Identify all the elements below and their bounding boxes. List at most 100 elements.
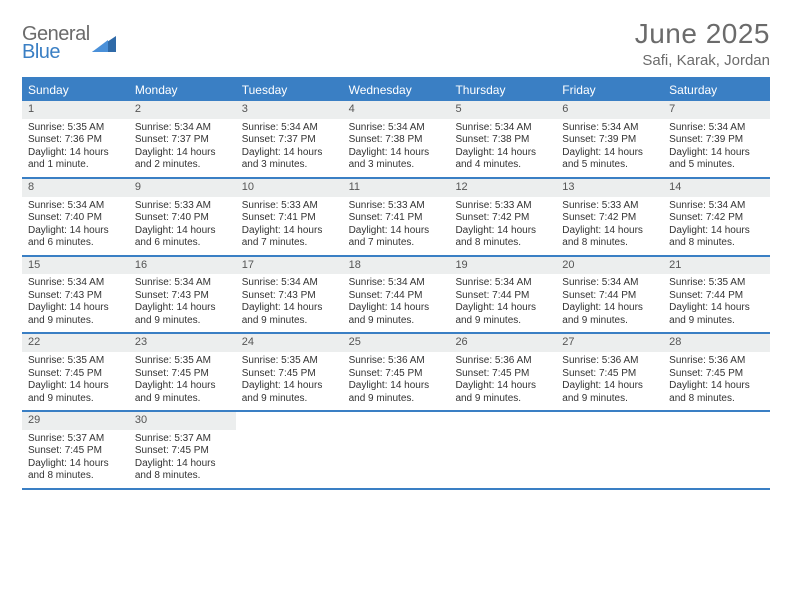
day-body: Sunrise: 5:34 AMSunset: 7:42 PMDaylight:… <box>663 197 770 255</box>
sunrise-text: Sunrise: 5:34 AM <box>135 122 230 135</box>
sunset-text: Sunset: 7:44 PM <box>669 290 764 303</box>
sunset-text: Sunset: 7:45 PM <box>669 368 764 381</box>
weeks-container: 1Sunrise: 5:35 AMSunset: 7:36 PMDaylight… <box>22 101 770 490</box>
day-header-fri: Friday <box>556 79 663 101</box>
daylight-text-2: and 9 minutes. <box>28 315 123 328</box>
day-body: Sunrise: 5:34 AMSunset: 7:38 PMDaylight:… <box>343 119 450 177</box>
day-body: Sunrise: 5:34 AMSunset: 7:39 PMDaylight:… <box>663 119 770 177</box>
day-number: 14 <box>663 179 770 197</box>
day-body: Sunrise: 5:35 AMSunset: 7:45 PMDaylight:… <box>236 352 343 410</box>
day-cell <box>449 412 556 488</box>
day-header-thu: Thursday <box>449 79 556 101</box>
day-body: Sunrise: 5:33 AMSunset: 7:41 PMDaylight:… <box>343 197 450 255</box>
sunrise-text: Sunrise: 5:34 AM <box>562 277 657 290</box>
day-cell: 20Sunrise: 5:34 AMSunset: 7:44 PMDayligh… <box>556 257 663 333</box>
day-cell: 16Sunrise: 5:34 AMSunset: 7:43 PMDayligh… <box>129 257 236 333</box>
daylight-text-2: and 3 minutes. <box>242 159 337 172</box>
sunset-text: Sunset: 7:45 PM <box>135 368 230 381</box>
day-cell: 19Sunrise: 5:34 AMSunset: 7:44 PMDayligh… <box>449 257 556 333</box>
day-number: 24 <box>236 334 343 352</box>
sunrise-text: Sunrise: 5:37 AM <box>135 433 230 446</box>
day-body: Sunrise: 5:34 AMSunset: 7:37 PMDaylight:… <box>129 119 236 177</box>
sunrise-text: Sunrise: 5:34 AM <box>349 122 444 135</box>
day-number: 20 <box>556 257 663 275</box>
day-cell: 8Sunrise: 5:34 AMSunset: 7:40 PMDaylight… <box>22 179 129 255</box>
sunrise-text: Sunrise: 5:36 AM <box>562 355 657 368</box>
daylight-text-2: and 6 minutes. <box>28 237 123 250</box>
daylight-text-1: Daylight: 14 hours <box>349 302 444 315</box>
day-number: 23 <box>129 334 236 352</box>
sunset-text: Sunset: 7:44 PM <box>455 290 550 303</box>
sunset-text: Sunset: 7:38 PM <box>349 134 444 147</box>
day-cell <box>556 412 663 488</box>
daylight-text-1: Daylight: 14 hours <box>455 225 550 238</box>
day-number: 27 <box>556 334 663 352</box>
sunset-text: Sunset: 7:39 PM <box>669 134 764 147</box>
daylight-text-1: Daylight: 14 hours <box>28 302 123 315</box>
sunrise-text: Sunrise: 5:33 AM <box>455 200 550 213</box>
daylight-text-1: Daylight: 14 hours <box>135 458 230 471</box>
calendar-grid: Sunday Monday Tuesday Wednesday Thursday… <box>22 77 770 490</box>
daylight-text-2: and 9 minutes. <box>349 315 444 328</box>
day-body: Sunrise: 5:37 AMSunset: 7:45 PMDaylight:… <box>22 430 129 488</box>
daylight-text-1: Daylight: 14 hours <box>455 302 550 315</box>
day-cell: 30Sunrise: 5:37 AMSunset: 7:45 PMDayligh… <box>129 412 236 488</box>
day-body: Sunrise: 5:34 AMSunset: 7:44 PMDaylight:… <box>449 274 556 332</box>
day-body: Sunrise: 5:34 AMSunset: 7:43 PMDaylight:… <box>129 274 236 332</box>
month-title: June 2025 <box>635 18 770 50</box>
day-body: Sunrise: 5:35 AMSunset: 7:44 PMDaylight:… <box>663 274 770 332</box>
day-header-mon: Monday <box>129 79 236 101</box>
daylight-text-1: Daylight: 14 hours <box>455 380 550 393</box>
day-body: Sunrise: 5:34 AMSunset: 7:44 PMDaylight:… <box>343 274 450 332</box>
daylight-text-1: Daylight: 14 hours <box>135 302 230 315</box>
day-body: Sunrise: 5:33 AMSunset: 7:40 PMDaylight:… <box>129 197 236 255</box>
sunrise-text: Sunrise: 5:34 AM <box>455 277 550 290</box>
sunrise-text: Sunrise: 5:33 AM <box>562 200 657 213</box>
sunset-text: Sunset: 7:39 PM <box>562 134 657 147</box>
sunset-text: Sunset: 7:41 PM <box>349 212 444 225</box>
sunset-text: Sunset: 7:44 PM <box>349 290 444 303</box>
sunset-text: Sunset: 7:43 PM <box>28 290 123 303</box>
day-body: Sunrise: 5:34 AMSunset: 7:37 PMDaylight:… <box>236 119 343 177</box>
daylight-text-1: Daylight: 14 hours <box>562 225 657 238</box>
day-body: Sunrise: 5:36 AMSunset: 7:45 PMDaylight:… <box>663 352 770 410</box>
week-row: 29Sunrise: 5:37 AMSunset: 7:45 PMDayligh… <box>22 412 770 490</box>
day-cell: 7Sunrise: 5:34 AMSunset: 7:39 PMDaylight… <box>663 101 770 177</box>
sunrise-text: Sunrise: 5:34 AM <box>242 122 337 135</box>
day-number: 5 <box>449 101 556 119</box>
week-row: 8Sunrise: 5:34 AMSunset: 7:40 PMDaylight… <box>22 179 770 257</box>
daylight-text-2: and 9 minutes. <box>669 315 764 328</box>
day-number: 1 <box>22 101 129 119</box>
sunrise-text: Sunrise: 5:35 AM <box>242 355 337 368</box>
daylight-text-1: Daylight: 14 hours <box>562 302 657 315</box>
sunrise-text: Sunrise: 5:33 AM <box>135 200 230 213</box>
day-body: Sunrise: 5:33 AMSunset: 7:42 PMDaylight:… <box>556 197 663 255</box>
day-cell: 28Sunrise: 5:36 AMSunset: 7:45 PMDayligh… <box>663 334 770 410</box>
day-number: 9 <box>129 179 236 197</box>
daylight-text-2: and 9 minutes. <box>562 315 657 328</box>
day-cell: 25Sunrise: 5:36 AMSunset: 7:45 PMDayligh… <box>343 334 450 410</box>
sunrise-text: Sunrise: 5:34 AM <box>28 200 123 213</box>
daylight-text-2: and 5 minutes. <box>562 159 657 172</box>
sunrise-text: Sunrise: 5:33 AM <box>242 200 337 213</box>
day-cell: 12Sunrise: 5:33 AMSunset: 7:42 PMDayligh… <box>449 179 556 255</box>
day-number: 4 <box>343 101 450 119</box>
day-cell <box>663 412 770 488</box>
daylight-text-1: Daylight: 14 hours <box>242 380 337 393</box>
day-number: 2 <box>129 101 236 119</box>
sunset-text: Sunset: 7:45 PM <box>349 368 444 381</box>
day-cell: 18Sunrise: 5:34 AMSunset: 7:44 PMDayligh… <box>343 257 450 333</box>
day-cell: 11Sunrise: 5:33 AMSunset: 7:41 PMDayligh… <box>343 179 450 255</box>
sunset-text: Sunset: 7:43 PM <box>135 290 230 303</box>
day-body: Sunrise: 5:33 AMSunset: 7:42 PMDaylight:… <box>449 197 556 255</box>
daylight-text-2: and 9 minutes. <box>135 315 230 328</box>
day-number: 18 <box>343 257 450 275</box>
daylight-text-1: Daylight: 14 hours <box>28 225 123 238</box>
day-body: Sunrise: 5:36 AMSunset: 7:45 PMDaylight:… <box>343 352 450 410</box>
day-cell: 5Sunrise: 5:34 AMSunset: 7:38 PMDaylight… <box>449 101 556 177</box>
daylight-text-2: and 9 minutes. <box>242 393 337 406</box>
day-number: 10 <box>236 179 343 197</box>
week-row: 22Sunrise: 5:35 AMSunset: 7:45 PMDayligh… <box>22 334 770 412</box>
day-cell: 26Sunrise: 5:36 AMSunset: 7:45 PMDayligh… <box>449 334 556 410</box>
day-number: 13 <box>556 179 663 197</box>
